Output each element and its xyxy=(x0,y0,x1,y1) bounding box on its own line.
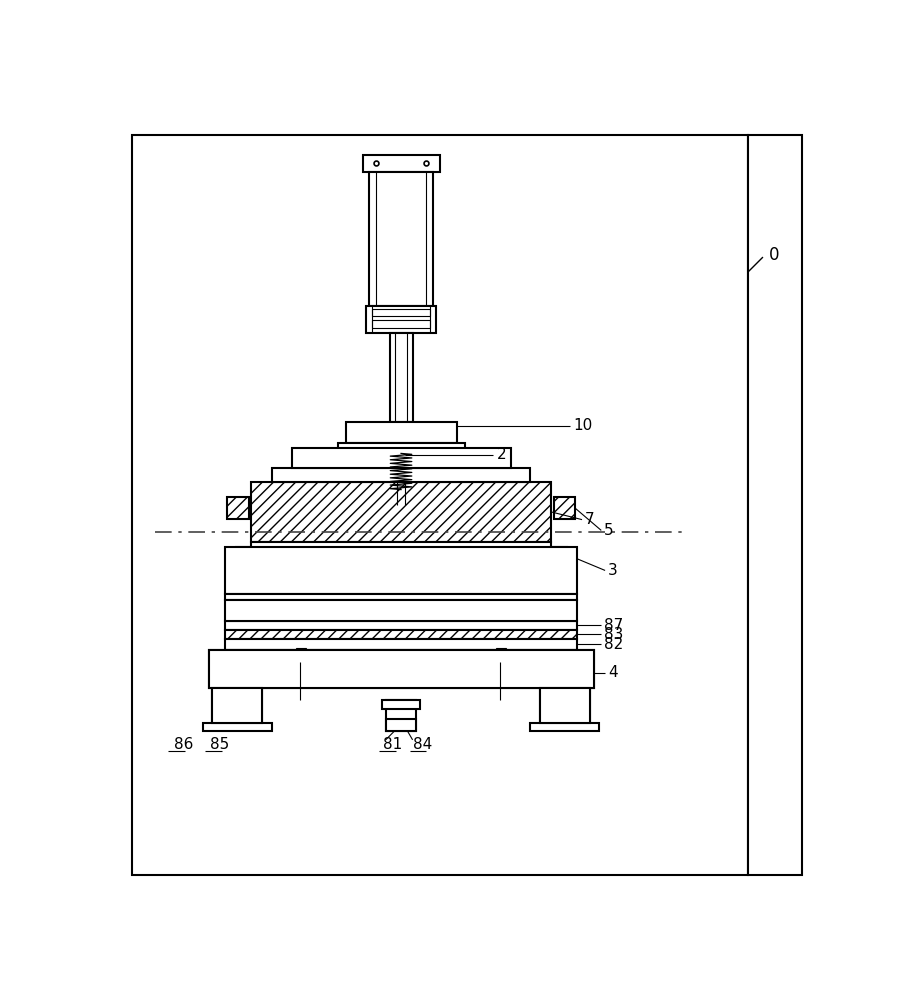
Text: 82: 82 xyxy=(604,637,624,652)
Bar xyxy=(293,548,309,627)
Text: 85: 85 xyxy=(210,737,230,752)
Bar xyxy=(345,422,457,443)
Bar xyxy=(225,594,578,600)
Bar xyxy=(748,135,803,875)
Text: 2: 2 xyxy=(496,447,507,462)
Bar xyxy=(272,468,530,482)
Text: 0: 0 xyxy=(769,246,780,264)
Text: 83: 83 xyxy=(604,627,624,642)
Bar xyxy=(530,723,599,731)
Bar xyxy=(212,688,262,723)
Bar xyxy=(225,547,578,594)
Bar xyxy=(292,448,511,468)
Bar xyxy=(236,600,567,620)
Text: 4: 4 xyxy=(609,665,618,680)
Bar xyxy=(236,547,567,594)
Bar xyxy=(251,542,551,548)
Bar xyxy=(369,172,434,306)
Bar xyxy=(539,688,589,723)
Bar xyxy=(385,700,416,731)
Bar xyxy=(225,630,578,639)
Text: 87: 87 xyxy=(604,618,624,633)
Bar xyxy=(554,497,575,519)
Text: 81: 81 xyxy=(383,737,402,752)
Bar xyxy=(225,620,578,630)
Bar xyxy=(251,482,551,542)
Text: 10: 10 xyxy=(574,418,593,433)
Text: 7: 7 xyxy=(585,512,595,527)
Bar xyxy=(496,648,506,662)
Bar xyxy=(380,548,423,571)
Bar xyxy=(203,723,271,731)
Bar xyxy=(390,333,413,422)
Bar xyxy=(385,719,416,731)
Bar xyxy=(372,320,430,328)
Bar xyxy=(131,135,748,875)
Bar xyxy=(363,155,439,172)
Bar xyxy=(212,688,262,723)
Bar xyxy=(539,688,589,723)
Bar xyxy=(225,639,578,650)
Bar xyxy=(382,700,420,709)
Text: 5: 5 xyxy=(604,523,614,538)
Bar xyxy=(494,548,509,627)
Bar xyxy=(209,650,594,688)
Bar xyxy=(372,309,430,316)
Text: 84: 84 xyxy=(413,737,432,752)
Bar xyxy=(227,497,249,519)
Bar xyxy=(338,443,465,450)
Bar xyxy=(365,306,436,333)
Bar xyxy=(209,650,594,688)
Text: 3: 3 xyxy=(609,563,618,578)
Text: 86: 86 xyxy=(174,737,193,752)
Bar xyxy=(225,600,578,620)
Bar xyxy=(295,648,305,662)
